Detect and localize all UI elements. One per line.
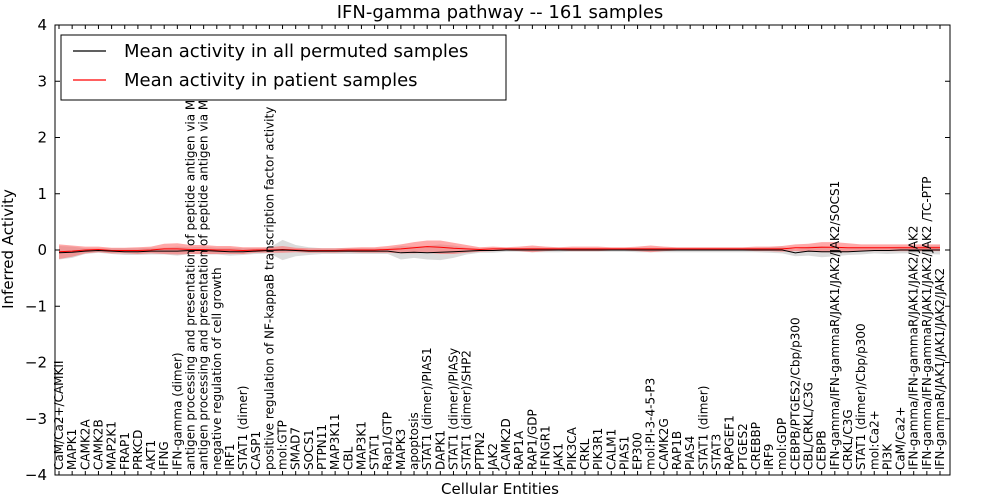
entity-label: FRAP1: [118, 432, 132, 470]
entity-label: RAP1A: [512, 430, 526, 470]
legend: Mean activity in all permuted samples Me…: [60, 34, 507, 101]
entity-label: MAP3K11: [328, 413, 342, 470]
y-tick-label: 3: [37, 72, 47, 90]
x-axis-ticks: [58, 25, 941, 475]
patient-line: [58, 246, 940, 253]
entity-label: RAP1/GDP: [525, 409, 539, 470]
entity-label: mol:GTP: [276, 420, 290, 470]
patient-band: [59, 240, 940, 259]
y-tick-label: −1: [25, 297, 47, 315]
y-tick-label: −2: [25, 354, 47, 372]
entity-label: MAP2K1: [105, 421, 119, 470]
y-tick-label: 0: [37, 241, 47, 259]
entity-label: IFN-gamma/IFN-gammaR/JAK1/JAK2/JAK2/SOCS…: [828, 181, 842, 470]
entity-label: IRF9: [762, 444, 776, 470]
entity-label: RAPGEF1: [723, 415, 737, 470]
entity-label: PIAS1: [617, 436, 631, 470]
legend-label-permuted: Mean activity in all permuted samples: [124, 41, 468, 62]
y-tick-label: −3: [25, 410, 47, 428]
entity-label: PTPN2: [473, 432, 487, 470]
entity-label: CBL/CRKL/C3G: [802, 382, 816, 470]
entity-label: CRKL/C3G: [841, 409, 855, 470]
entity-label: PTPN11: [315, 424, 329, 470]
entity-label: CALM1: [604, 429, 618, 470]
y-tick-label: 4: [37, 16, 47, 34]
entity-label: IRF1: [223, 444, 237, 470]
legend-box: [60, 34, 507, 101]
entity-label: MAPK1: [65, 429, 79, 470]
entity-label: mol:GDP: [775, 418, 789, 470]
entity-label: antigen processing and presentation of p…: [197, 38, 211, 470]
entity-label: PI3K: [880, 443, 894, 470]
y-axis-ticks: 4 3 2 1 0 −1 −2 −3 −4: [25, 16, 950, 484]
entity-label: mol:PI-3-4-5-P3: [644, 378, 658, 470]
entity-label: SMAD7: [289, 427, 303, 470]
y-axis-title: Inferred Activity: [0, 189, 17, 309]
entity-label: IFN-gamma/IFN-gammaR/JAK1/JAK2/JAK2: [907, 225, 921, 470]
entity-label: PRKCD: [131, 430, 145, 470]
chart-title: IFN-gamma pathway -- 161 samples: [337, 2, 664, 23]
entity-label: MAP3K1: [354, 421, 368, 470]
entity-label: IFN-gammaR/JAK1/JAK1/JAK2/JAK2: [933, 268, 947, 470]
entity-label: CAMK2G: [657, 418, 671, 470]
entity-label: IFNG: [157, 441, 171, 470]
entity-label: SOCS1: [302, 429, 316, 470]
entity-label: RAP1B: [670, 431, 684, 470]
entity-label: antigen processing and presentation of p…: [183, 41, 197, 470]
entity-label: JAK1: [552, 443, 566, 471]
entity-label: STAT1 (dimer)/SHP2: [460, 350, 474, 470]
series-lines: [58, 246, 940, 254]
x-axis-title: Cellular Entities: [441, 480, 559, 498]
entity-label: PIK3R1: [591, 428, 605, 470]
entity-label: CEBPB/PTGES2/Cbp/p300: [788, 317, 802, 470]
entity-label: IFNGR1: [539, 425, 553, 470]
entity-label: CAMK2B: [91, 419, 105, 470]
entity-label: STAT1: [368, 434, 382, 470]
entity-label: STAT1 (dimer)/Cbp/p300: [854, 323, 868, 470]
permuted-line: [58, 249, 940, 254]
entity-label: STAT3: [709, 434, 723, 470]
entity-label: positive regulation of NF-kappaB transcr…: [262, 107, 276, 470]
entity-label: STAT1 (dimer): [236, 386, 250, 470]
y-tick-label: 2: [37, 129, 47, 147]
entity-label: PIAS4: [683, 436, 697, 470]
entity-label: negative regulation of cell growth: [210, 267, 224, 470]
entity-label: mol:Ca2+: [867, 410, 881, 470]
entity-label: DAPK1: [433, 430, 447, 470]
entity-label: JAK2: [486, 443, 500, 471]
entity-label: STAT1 (dimer)/PIAS1: [420, 347, 434, 470]
entity-label: Rap1/GTP: [381, 412, 395, 470]
entity-label: MAPK3: [394, 429, 408, 470]
legend-label-patient: Mean activity in patient samples: [124, 70, 418, 91]
entity-label: CaM/Ca2+: [894, 406, 908, 470]
entity-label: CASP1: [249, 431, 263, 470]
entity-label: AKT1: [144, 440, 158, 470]
entity-label: IFN-gamma (dimer): [170, 352, 184, 470]
entity-label: STAT1 (dimer): [696, 386, 710, 470]
entity-labels: CaM/Ca2+/CAMKII MAPK1 CAMK2A CAMK2B MAP2K1 FR…: [52, 38, 947, 471]
entity-label: STAT1 (dimer)/PIASy: [446, 348, 460, 470]
entity-label: CREBBP: [749, 422, 763, 470]
entity-label: CRKL: [578, 438, 592, 470]
entity-label: EP300: [631, 432, 645, 470]
entity-label: CAMK2D: [499, 418, 513, 470]
entity-label: CaM/Ca2+/CAMKII: [52, 361, 66, 470]
entity-label: CBL: [341, 446, 355, 470]
entity-label: IFN-gamma/IFN-gammaR/JAK1/JAK2/JAK2 /TC-…: [920, 176, 934, 470]
entity-label: PTGES2: [736, 423, 750, 470]
y-tick-label: 1: [37, 185, 47, 203]
entity-label: CEBPB: [815, 430, 829, 470]
y-tick-label: −4: [25, 466, 47, 484]
entity-label: apoptosis: [407, 412, 421, 470]
entity-label: CAMK2A: [78, 419, 92, 470]
entity-label: PIK3CA: [565, 426, 579, 470]
